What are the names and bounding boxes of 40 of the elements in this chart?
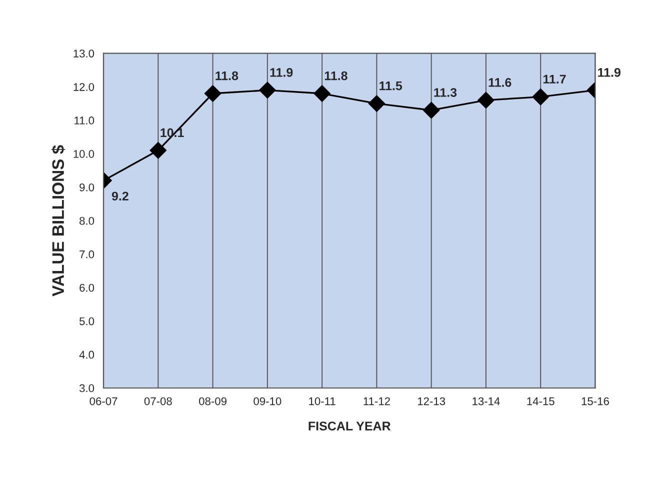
y-tick-label: 4.0 <box>79 350 94 359</box>
data-label: 11.9 <box>270 68 293 77</box>
x-tick-label: 06-07 <box>90 397 118 406</box>
point <box>314 85 330 102</box>
y-tick-label: 6.0 <box>80 284 94 292</box>
data-label: 11.5 <box>380 82 402 90</box>
point <box>204 85 222 102</box>
y-tick-label: 7.0 <box>80 250 94 258</box>
data-label: 11.9 <box>598 68 620 77</box>
x-tick-label: 07-08 <box>144 397 172 406</box>
x-tick-label: 13-14 <box>472 397 500 406</box>
point <box>422 102 440 119</box>
point <box>150 142 167 159</box>
point <box>368 95 386 112</box>
x-axis-title: FISCAL YEAR <box>308 422 391 430</box>
data-label: 11.6 <box>488 78 512 87</box>
data-label: 9.2 <box>112 192 128 201</box>
y-tick-label: 12.0 <box>74 83 94 91</box>
y-tick-label: 3.0 <box>79 384 94 392</box>
y-tick-label: 10.0 <box>74 150 94 158</box>
x-tick-label: 10-11 <box>309 397 336 406</box>
data-label: 11.8 <box>216 71 238 80</box>
x-tick-label: 15-16 <box>582 397 609 406</box>
point <box>532 88 549 106</box>
x-tick-label: 09-10 <box>254 397 282 406</box>
y-tick-label: 5.0 <box>79 317 94 326</box>
y-tick-label: 11.0 <box>74 116 94 124</box>
data-label: 11.3 <box>434 88 457 97</box>
y-tick-label: 13.0 <box>74 50 94 58</box>
data-label: 11.8 <box>324 71 348 80</box>
y-axis-title: VALUE BILLIONS $ <box>51 145 66 296</box>
x-tick-label: 08-09 <box>199 397 226 406</box>
x-tick-label: 11-12 <box>364 397 390 406</box>
point <box>478 92 494 109</box>
data-label: 11.7 <box>543 74 566 84</box>
x-tick-label: 14-15 <box>527 397 554 406</box>
y-tick-label: 9.0 <box>80 183 94 192</box>
point <box>259 82 276 99</box>
y-tick-label: 8.0 <box>80 216 94 225</box>
x-tick-label: 12-13 <box>418 397 446 406</box>
